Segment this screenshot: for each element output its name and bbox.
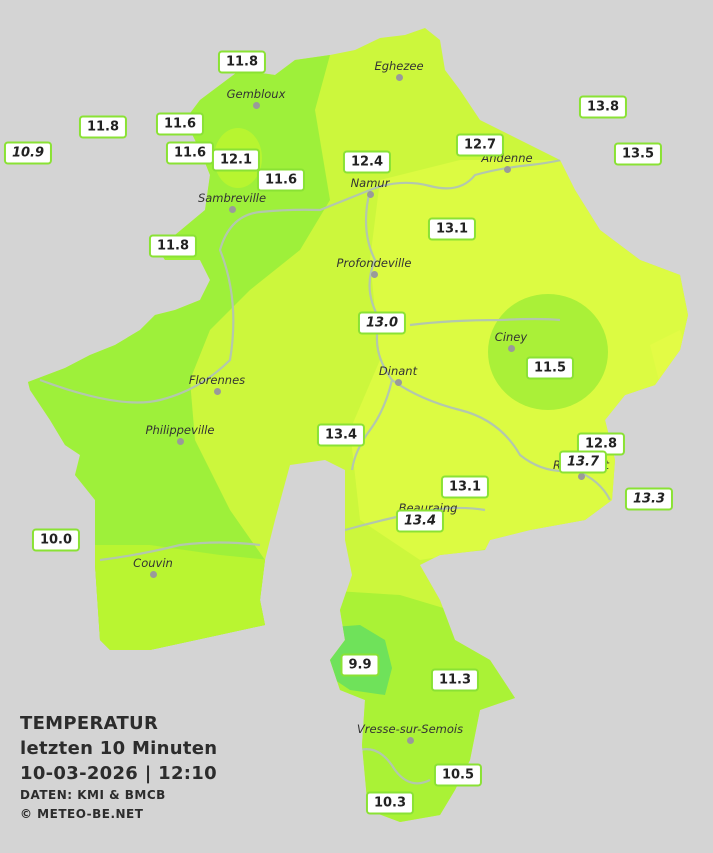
legend-period: letzten 10 Minuten <box>20 738 218 759</box>
river-viroin <box>99 541 261 562</box>
zone-cool-ciney <box>488 294 608 410</box>
station-temperature-label: 13.1 <box>440 475 490 499</box>
city-label: Ciney <box>494 330 528 344</box>
legend-source: DATEN: KMI & BMCB <box>20 788 166 802</box>
station-temperature-label: 10.3 <box>365 791 415 815</box>
city-label: Eghezee <box>374 59 424 73</box>
city-dot <box>366 190 374 198</box>
city-label: Couvin <box>133 556 173 570</box>
station-temperature-label: 12.8 <box>576 432 626 456</box>
city-label: Dinant <box>378 364 418 378</box>
river-meuse <box>350 189 394 471</box>
city-dot <box>252 101 260 109</box>
city-label: Vresse-sur-Semois <box>356 722 464 736</box>
city-dot <box>406 736 414 744</box>
legend-title: TEMPERATUR <box>20 713 159 734</box>
city-dot <box>503 165 511 173</box>
station-temperature-label: 13.4 <box>395 509 445 533</box>
station-temperature-label: 11.6 <box>256 168 306 192</box>
station-temperature-label: 10.5 <box>433 763 483 787</box>
city-dot <box>213 387 221 395</box>
legend-datetime: 10-03-2026 | 12:10 <box>20 763 217 784</box>
station-temperature-label: 12.7 <box>455 133 505 157</box>
station-temperature-label: 11.8 <box>78 115 128 139</box>
station-temperature-label: 11.5 <box>525 356 575 380</box>
city-label: Philippeville <box>145 423 215 437</box>
city-dot <box>176 437 184 445</box>
station-temperature-label: 13.3 <box>624 487 674 511</box>
city-label: Profondeville <box>336 256 412 270</box>
river-lesse <box>391 379 611 501</box>
station-temperature-label: 11.8 <box>148 234 198 258</box>
city-label: Sambreville <box>197 191 267 205</box>
station-temperature-label: 11.6 <box>165 141 215 165</box>
station-temperature-label: 12.4 <box>342 150 392 174</box>
city-dot <box>394 378 402 386</box>
river-ourthe <box>409 317 561 327</box>
city-dot <box>370 270 378 278</box>
city-label: Florennes <box>188 373 246 387</box>
station-temperature-label: 13.5 <box>613 142 663 166</box>
river-sambre-meuse <box>39 148 601 404</box>
city-dot <box>395 73 403 81</box>
city-dot <box>577 472 585 480</box>
station-temperature-label: 9.9 <box>340 653 380 677</box>
station-temperature-label: 12.1 <box>211 148 261 172</box>
zone-east-edge <box>650 330 688 385</box>
station-temperature-label: 10.9 <box>3 141 53 165</box>
river-semois <box>359 748 431 785</box>
station-temperature-label: 13.8 <box>578 95 628 119</box>
legend-block: TEMPERATUR letzten 10 Minuten 10-03-2026… <box>20 711 217 824</box>
city-dot <box>507 344 515 352</box>
station-temperature-label: 13.4 <box>316 423 366 447</box>
station-temperature-label: 10.0 <box>31 528 81 552</box>
station-temperature-label: 13.1 <box>427 217 477 241</box>
legend-copyright: © METEO-BE.NET <box>20 807 144 821</box>
city-label: Gembloux <box>226 87 286 101</box>
station-temperature-label: 11.8 <box>217 50 267 74</box>
station-temperature-label: 13.7 <box>558 450 608 474</box>
station-temperature-label: 11.6 <box>155 112 205 136</box>
city-label: Namur <box>350 176 390 190</box>
station-temperature-label: 11.3 <box>430 668 480 692</box>
city-dot <box>149 570 157 578</box>
station-temperature-label: 13.0 <box>357 311 407 335</box>
city-dot <box>228 205 236 213</box>
